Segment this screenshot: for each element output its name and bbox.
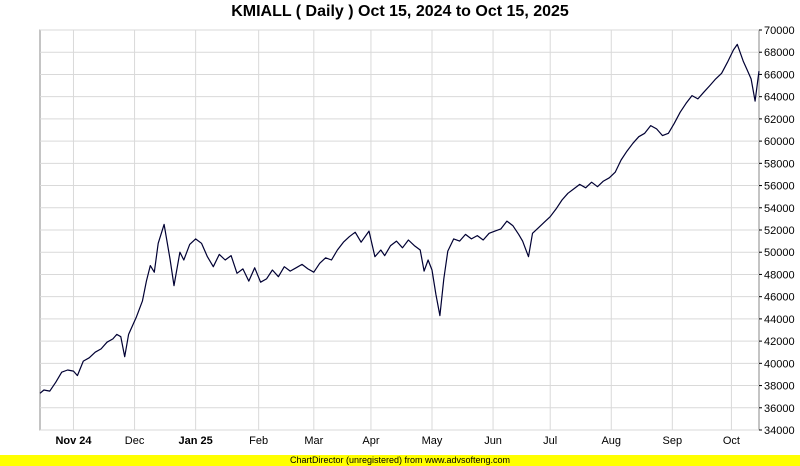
y-tick-label: 52000 — [764, 225, 795, 237]
x-tick-label: May — [422, 435, 443, 447]
x-tick-label: Jul — [543, 435, 557, 447]
y-tick-label: 40000 — [764, 358, 795, 370]
x-tick-label: Aug — [601, 435, 621, 447]
y-tick-label: 46000 — [764, 292, 795, 304]
grid-lines — [40, 29, 759, 431]
y-tick-label: 60000 — [764, 136, 795, 148]
y-tick-label: 66000 — [764, 69, 795, 81]
x-tick-label: Oct — [723, 435, 740, 447]
y-tick-label: 56000 — [764, 181, 795, 193]
y-tick-label: 38000 — [764, 381, 795, 393]
y-tick-label: 42000 — [764, 336, 795, 348]
y-tick-label: 48000 — [764, 269, 795, 281]
x-tick-label: Nov 24 — [55, 435, 92, 447]
y-tick-label: 36000 — [764, 403, 795, 415]
x-tick-label: Mar — [304, 435, 323, 447]
x-tick-label: Feb — [249, 435, 268, 447]
x-axis-ticks: Nov 24 Dec Jan 25 Feb Mar Apr May Jun Jul Aug Sep O… — [55, 435, 740, 447]
y-tick-label: 44000 — [764, 314, 795, 326]
y-tick-label: 58000 — [764, 158, 795, 170]
series-layer — [39, 43, 760, 394]
footer-credit: ChartDirector (unregistered) from www.ad… — [0, 455, 800, 466]
y-tick-label: 62000 — [764, 114, 795, 126]
x-tick-label: Dec — [125, 435, 145, 447]
y-tick-label: 34000 — [764, 425, 795, 437]
x-tick-label: Jan 25 — [178, 435, 212, 447]
x-tick-label: Apr — [362, 435, 379, 447]
y-tick-label: 54000 — [764, 203, 795, 215]
series-line — [39, 43, 760, 394]
chart-title: KMIALL ( Daily ) Oct 15, 2024 to Oct 15,… — [231, 3, 569, 20]
x-tick-label: Jun — [484, 435, 502, 447]
y-axis-ticks: 34000 36000 38000 40000 42000 44000 46000 48000… — [759, 25, 795, 437]
y-tick-label: 70000 — [764, 25, 795, 37]
y-tick-label: 50000 — [764, 247, 795, 259]
x-tick-label: Sep — [663, 435, 683, 447]
y-tick-label: 64000 — [764, 92, 795, 104]
y-tick-label: 68000 — [764, 47, 795, 59]
